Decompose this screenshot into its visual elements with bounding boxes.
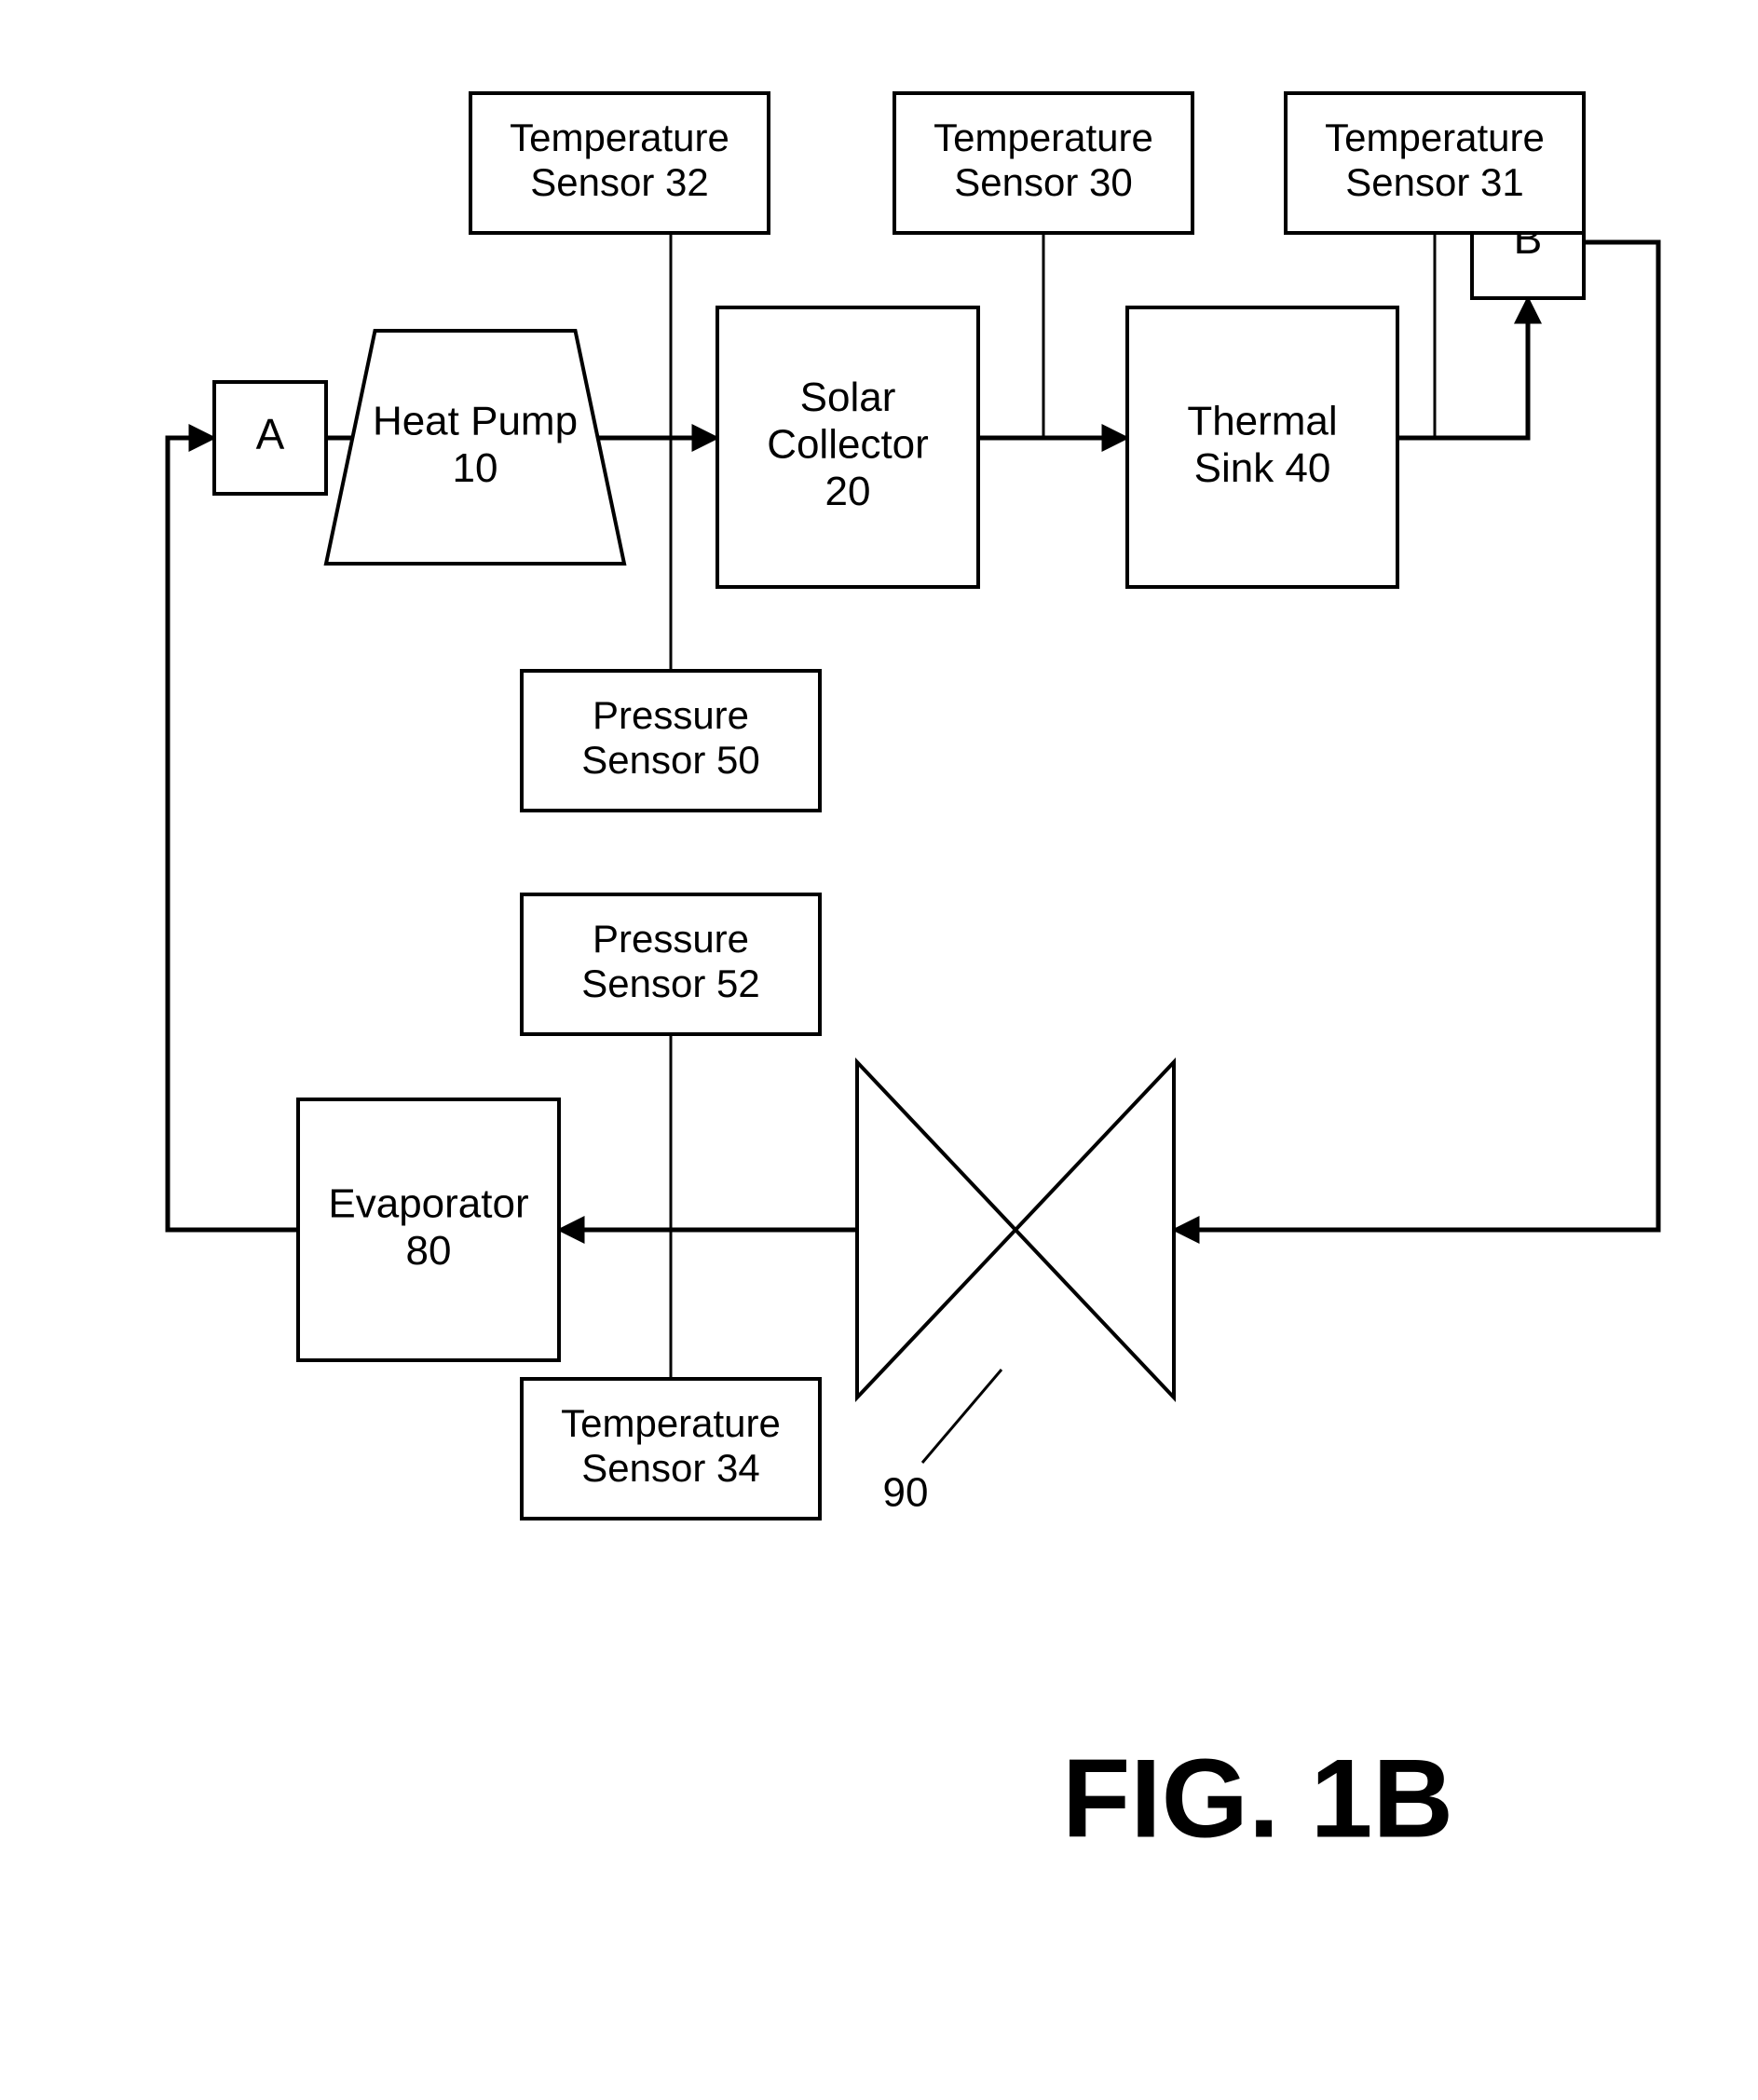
node-valve-ref: 90 <box>883 1470 929 1516</box>
node-valve <box>857 1062 1174 1398</box>
node-press_sensor_50-line0: Pressure <box>593 693 749 737</box>
figure-title: FIG. 1B <box>1062 1737 1453 1861</box>
node-solar_collector-line2: 20 <box>825 469 871 514</box>
node-thermal_sink-line1: Sink 40 <box>1194 445 1331 491</box>
node-press_sensor_52-line1: Sensor 52 <box>581 961 759 1005</box>
valve-leader <box>922 1370 1002 1463</box>
node-press_sensor_50-line1: Sensor 50 <box>581 738 759 782</box>
node-heat_pump-line1: 10 <box>453 445 498 491</box>
node-temp_sensor_31-line0: Temperature <box>1325 116 1545 159</box>
node-temp_sensor_34-line0: Temperature <box>561 1401 781 1445</box>
node-temp_sensor_30-line0: Temperature <box>934 116 1153 159</box>
node-temp_sensor_32-line1: Sensor 32 <box>530 160 708 204</box>
node-solar_collector-line1: Collector <box>767 422 929 468</box>
node-thermal_sink-line0: Thermal <box>1187 398 1337 443</box>
node-temp_sensor_32-line0: Temperature <box>510 116 729 159</box>
edge-evaporator-A <box>168 438 298 1230</box>
node-temp_sensor_31-line1: Sensor 31 <box>1345 160 1523 204</box>
node-heat_pump-line0: Heat Pump <box>373 398 578 443</box>
node-temp_sensor_30-line1: Sensor 30 <box>954 160 1132 204</box>
node-evaporator-line0: Evaporator <box>328 1180 528 1226</box>
edge-thermal_sink-B <box>1397 298 1528 438</box>
node-temp_sensor_34-line1: Sensor 34 <box>581 1446 759 1490</box>
node-solar_collector-line0: Solar <box>800 375 896 420</box>
node-press_sensor_52-line0: Pressure <box>593 917 749 961</box>
node-evaporator-line1: 80 <box>406 1228 452 1274</box>
node-A-line0: A <box>256 410 285 458</box>
